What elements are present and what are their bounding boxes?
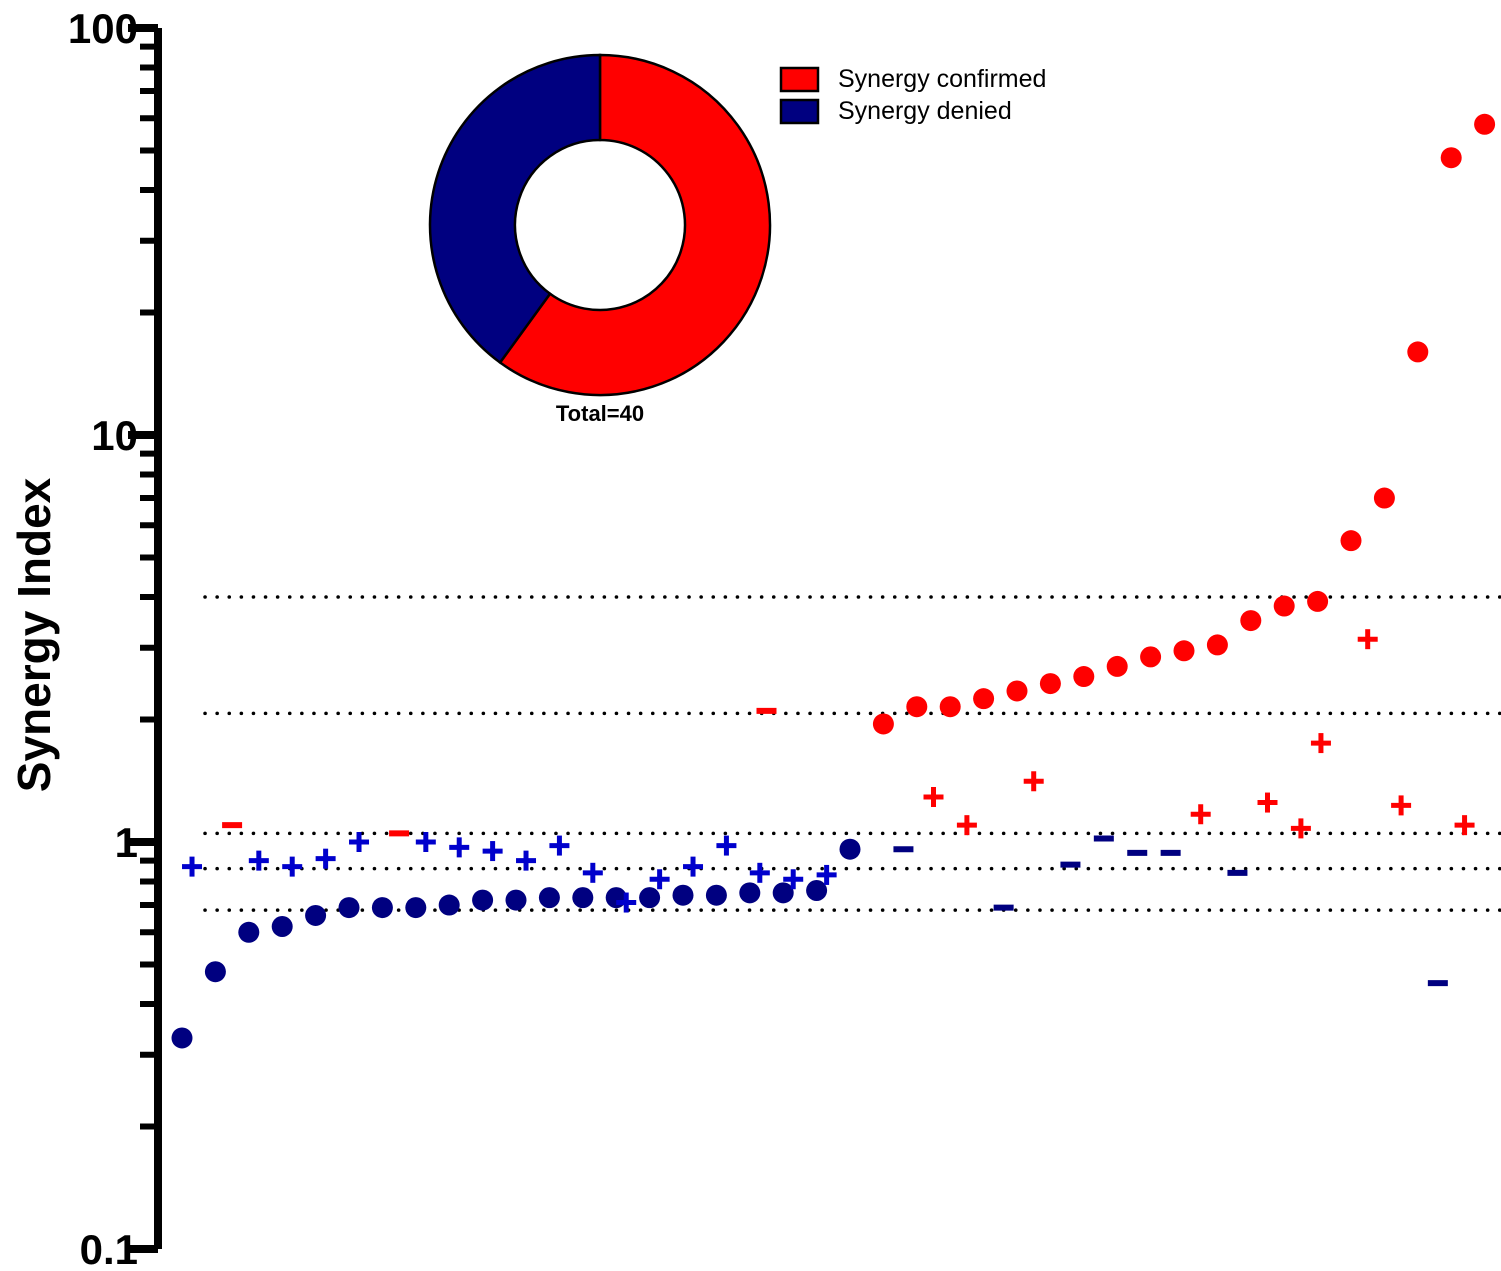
point-circle-confirmed <box>1173 640 1195 662</box>
point-circle-denied <box>438 894 460 916</box>
point-plus-denied <box>415 832 436 852</box>
point-circle-denied <box>271 915 293 937</box>
point-circle-denied <box>806 880 828 902</box>
point-circle-confirmed <box>1106 655 1128 677</box>
point-circle-confirmed <box>1073 666 1095 688</box>
point-circle-confirmed <box>872 713 894 735</box>
point-circle-denied <box>538 887 560 909</box>
data-points <box>171 113 1496 1049</box>
y-tick-labels: 0.1 1 10 100 <box>68 5 138 1271</box>
point-plus-confirmed <box>1290 818 1311 839</box>
point-plus-denied <box>282 856 303 877</box>
point-plus-confirmed <box>1023 771 1044 792</box>
y-tick-label: 10 <box>91 412 138 459</box>
point-plus-denied <box>582 862 603 883</box>
point-plus-denied <box>482 841 503 862</box>
point-plus-denied <box>816 864 837 885</box>
point-circle-denied <box>505 889 527 911</box>
point-circle-confirmed <box>1273 595 1295 617</box>
point-circle-confirmed <box>1006 680 1028 702</box>
y-tick-label: 100 <box>68 5 138 52</box>
point-circle-denied <box>405 897 427 919</box>
point-circle-denied <box>238 921 260 943</box>
legend-label-confirmed: Synergy confirmed <box>838 65 1046 93</box>
point-circle-denied <box>305 904 327 926</box>
point-plus-confirmed <box>956 815 977 836</box>
point-circle-confirmed <box>1440 147 1462 169</box>
point-circle-confirmed <box>939 696 961 718</box>
point-plus-confirmed <box>1190 804 1211 825</box>
point-circle-denied <box>772 882 794 904</box>
point-circle-denied <box>371 897 393 919</box>
y-ticks <box>128 24 158 1253</box>
point-circle-denied <box>739 882 761 904</box>
point-circle-denied <box>839 838 861 860</box>
point-circle-confirmed <box>1340 530 1362 552</box>
point-plus-denied <box>549 835 570 856</box>
point-circle-denied <box>672 884 694 906</box>
point-plus-denied <box>248 850 269 871</box>
point-circle-confirmed <box>1474 113 1496 135</box>
point-plus-confirmed <box>1391 795 1412 816</box>
point-circle-confirmed <box>1039 673 1061 695</box>
donut-slice-denied <box>428 53 602 365</box>
point-plus-denied <box>449 837 470 858</box>
point-plus-confirmed <box>1310 733 1331 754</box>
point-plus-confirmed <box>1357 629 1378 650</box>
point-plus-denied <box>182 856 203 877</box>
point-circle-denied <box>204 961 226 983</box>
point-circle-denied <box>705 884 727 906</box>
legend: Synergy confirmed Synergy denied <box>779 65 1046 125</box>
point-plus-denied <box>649 869 670 890</box>
legend-swatch-confirmed <box>779 66 820 93</box>
point-circle-denied <box>472 889 494 911</box>
point-circle-confirmed <box>1140 646 1162 668</box>
point-plus-denied <box>349 832 370 852</box>
point-circle-confirmed <box>1240 610 1262 632</box>
legend-label-denied: Synergy denied <box>838 97 1012 125</box>
point-circle-confirmed <box>973 688 995 710</box>
point-plus-denied <box>516 850 537 871</box>
point-circle-confirmed <box>1206 634 1228 656</box>
point-plus-denied <box>783 869 804 890</box>
donut-total-label: Total=40 <box>556 401 644 426</box>
point-circle-confirmed <box>1373 487 1395 509</box>
y-tick-label: 1 <box>115 819 138 866</box>
point-circle-denied <box>338 897 360 919</box>
point-circle-denied <box>171 1027 193 1049</box>
y-tick-label: 0.1 <box>80 1226 138 1271</box>
point-plus-denied <box>683 856 704 877</box>
point-circle-confirmed <box>906 696 928 718</box>
point-plus-denied <box>716 835 737 856</box>
point-plus-confirmed <box>1454 815 1475 836</box>
point-circle-confirmed <box>1307 590 1329 612</box>
point-plus-denied <box>749 862 770 883</box>
point-plus-denied <box>616 892 637 913</box>
donut-chart <box>428 53 772 397</box>
point-plus-denied <box>315 848 336 869</box>
reference-lines <box>203 595 1501 912</box>
y-axis-label: Synergy Index <box>8 477 60 792</box>
point-circle-denied <box>572 887 594 909</box>
point-circle-denied <box>639 887 661 909</box>
point-circle-confirmed <box>1407 341 1429 363</box>
donut-slice-confirmed <box>498 53 772 397</box>
point-plus-confirmed <box>923 786 944 807</box>
point-plus-confirmed <box>1257 792 1278 813</box>
legend-swatch-denied <box>779 98 820 125</box>
